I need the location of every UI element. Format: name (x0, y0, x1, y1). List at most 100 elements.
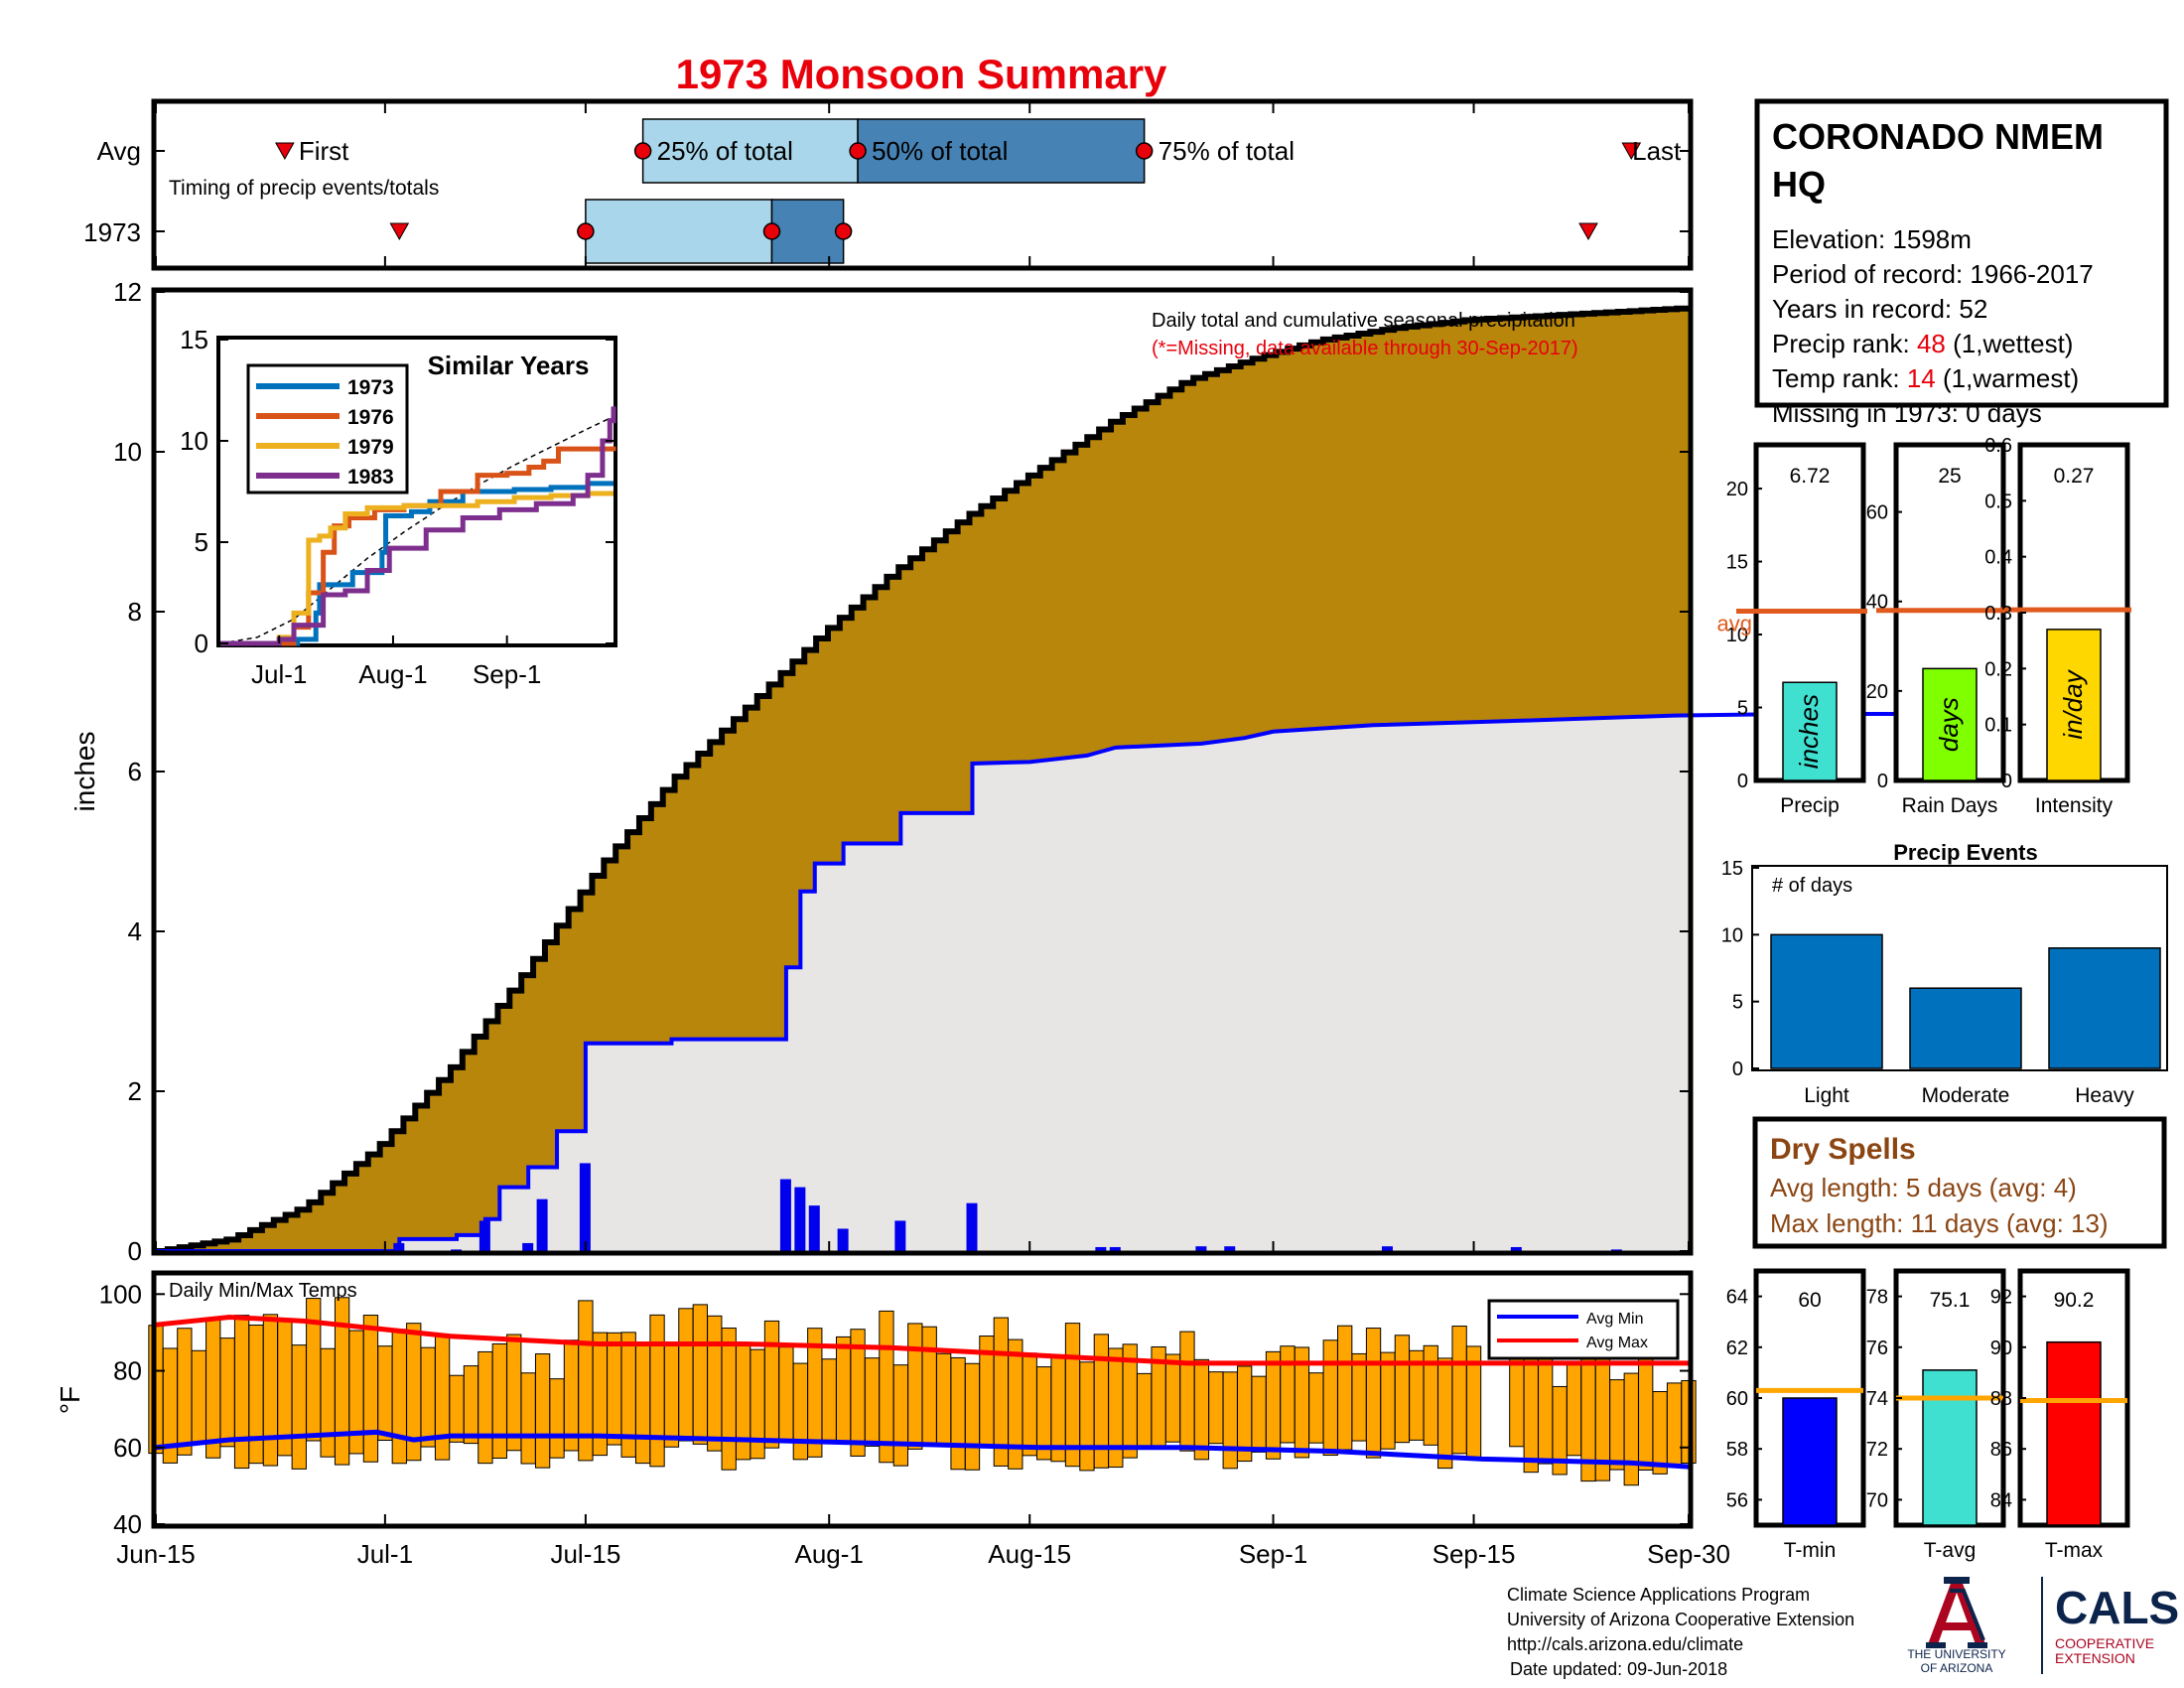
stat-unit-0: inches (1794, 694, 1824, 769)
timing-caption: Timing of precip events/totals (169, 177, 439, 200)
timing-pct-marker (834, 222, 853, 240)
daily-temp-bar (1423, 1344, 1438, 1446)
daily-temp-bar (233, 1315, 250, 1470)
station-period: Period of record: 1966-2017 (1772, 259, 2094, 289)
events-y-tick-label: 10 (1721, 924, 1743, 946)
inset-legend-label: 1979 (347, 436, 394, 459)
precip-y-tick-label: 0 (128, 1236, 142, 1266)
timing-first-last-marker (1621, 142, 1642, 161)
tstat-y-tick-label: 90 (1990, 1337, 2012, 1359)
footer-line1: Climate Science Applications Program (1507, 1585, 1810, 1605)
stat-unit-2: in/day (2058, 668, 2088, 739)
daily-temp-bar (879, 1310, 894, 1464)
timing-first-last-marker (389, 222, 410, 241)
daily-temp-bar (1022, 1352, 1037, 1457)
daily-temp-bar (1008, 1338, 1024, 1470)
daily-temp-bar (792, 1362, 808, 1461)
tstat-bar-0 (1782, 1397, 1838, 1526)
temp-y-tick-label: 80 (113, 1356, 142, 1386)
inset-legend: 1973 1976 1979 1983 (246, 363, 409, 494)
footer-line4: Date updated: 09-Jun-2018 (1510, 1659, 1727, 1679)
dry-spells-max: Max length: 11 days (avg: 13) (1770, 1208, 2109, 1238)
tstat-y-tick-label: 76 (1866, 1337, 1888, 1359)
daily-temp-bar (692, 1304, 708, 1445)
inset-y-tick-label: 15 (180, 325, 208, 354)
daily-temp-bar (1380, 1351, 1396, 1450)
date-x-tick-label: Aug-1 (795, 1539, 864, 1569)
stat-y-tick-label: 0.3 (1984, 603, 2012, 625)
date-x-tick-label: Jul-15 (550, 1539, 620, 1569)
daily-temp-bar (678, 1308, 694, 1442)
stat-y-tick-label: 60 (1866, 502, 1888, 524)
tstat-value-2: 90.2 (2054, 1289, 2095, 1312)
daily-temp-bar (1179, 1331, 1195, 1452)
precip-y-tick-label: 6 (128, 757, 142, 786)
events-y-tick-label: 15 (1721, 858, 1743, 880)
event-bar-Moderate (1909, 987, 2022, 1069)
stat-avg-label: avg (1717, 612, 1752, 636)
daily-precip-bar (966, 1202, 978, 1251)
station-years: Years in record: 52 (1772, 294, 1987, 324)
daily-temp-bar (763, 1320, 780, 1449)
timing-pct-marker (762, 222, 781, 240)
daily-precip-bar (393, 1242, 405, 1251)
daily-temp-bar (1394, 1335, 1411, 1444)
inset-legend-label: 1973 (347, 376, 394, 399)
daily-temp-bar (1280, 1345, 1296, 1444)
dry-spells-box: Dry Spells Avg length: 5 days (avg: 4) M… (1752, 1116, 2167, 1249)
stat-y-tick-label: 20 (1866, 681, 1888, 703)
tstat-y-tick-label: 60 (1726, 1388, 1748, 1410)
university-of-arizona-logo: THE UNIVERSITY OF ARIZONA CALS COOPERATI… (1907, 1577, 2179, 1675)
stat-bar-0 (1782, 681, 1838, 781)
daily-temp-bar (921, 1326, 937, 1445)
stat-value-1: 25 (1938, 465, 1961, 488)
daily-precip-bar (522, 1242, 534, 1251)
daily-precip-bar (808, 1205, 820, 1251)
events-bars: Light Moderate Heavy 0 5 10 15 (1721, 858, 2161, 1107)
cals-logo-line1: COOPERATIVE (2055, 1635, 2154, 1651)
daily-temp-bar (1523, 1356, 1539, 1474)
avg-75pct-label: 75% of total (1159, 136, 1295, 166)
daily-temp-bar (1566, 1360, 1582, 1457)
stat-y-tick-label: 0 (1877, 771, 1888, 792)
inset-y-tick-label: 0 (195, 629, 208, 658)
daily-temp-bar (1064, 1323, 1081, 1468)
timing-panel: Avg 1973 Timing of precip events/totals … (83, 98, 1694, 271)
tstat-y-tick-label: 70 (1866, 1489, 1888, 1511)
inset-title: Similar Years (428, 351, 590, 380)
daily-precip-bar (779, 1179, 791, 1251)
events-y-label: # of days (1772, 875, 1852, 897)
temp-y-label: °F (55, 1386, 85, 1414)
daily-temp-bar (248, 1325, 264, 1465)
daily-temp-bar (649, 1314, 665, 1468)
avg-max-line (155, 1314, 1689, 1366)
cals-logo-text: CALS (2055, 1582, 2179, 1633)
tstat-label-1: T-avg (1924, 1539, 1977, 1562)
cals-logo-line2: EXTENSION (2055, 1650, 2135, 1666)
event-label: Moderate (1922, 1084, 2010, 1107)
daily-temp-bar (1164, 1353, 1181, 1443)
avg-cumulative-line (156, 305, 1692, 1254)
tstat-y-tick-label: 58 (1726, 1439, 1748, 1461)
temp-stats-panels: 60 T-min 56 58 60 62 64 75.1 T-avg 70 72 74 76 78 90.2… (1726, 1268, 2130, 1562)
tstat-label-0: T-min (1784, 1539, 1837, 1562)
timing-bar-dark (857, 118, 1146, 184)
daily-temp-bar (549, 1378, 565, 1459)
daily-temp-bar (707, 1315, 723, 1452)
legend-avg-min: Avg Min (1586, 1311, 1644, 1328)
timing-row-year-label: 1973 (83, 217, 141, 247)
daily-temp-bar (478, 1350, 493, 1465)
precip-y-tick-label: 8 (128, 597, 142, 627)
daily-precip-bars (393, 1163, 1622, 1251)
stat-unit-1: days (1934, 697, 1964, 752)
timing-pct-marker (577, 222, 595, 240)
daily-temp-bar (1208, 1371, 1224, 1445)
precip-y-tick-label: 12 (113, 277, 142, 307)
daily-temp-bar (520, 1372, 536, 1465)
stat-y-tick-label: 5 (1737, 698, 1748, 720)
daily-temp-bar (935, 1352, 952, 1446)
tstat-y-tick-label: 92 (1990, 1287, 2012, 1309)
daily-temp-bar (1623, 1372, 1639, 1486)
tstat-label-2: T-max (2045, 1539, 2104, 1562)
